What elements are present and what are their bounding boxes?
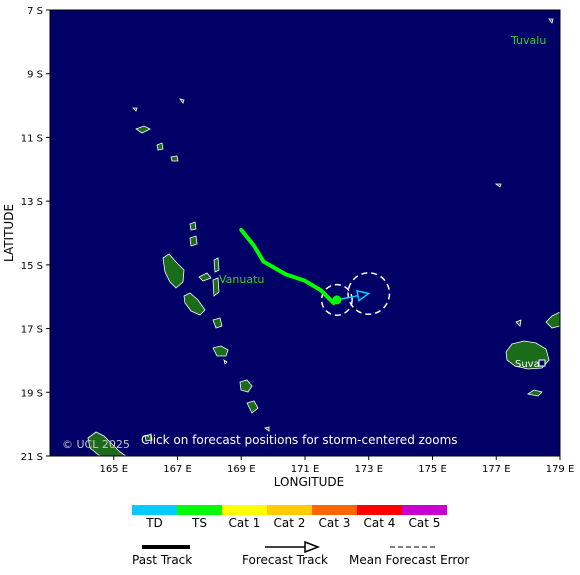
islet [548,18,554,24]
banks-island [189,235,198,247]
fiji-islet [526,389,543,397]
place-label-tuvalu: Tuvalu [510,34,546,47]
latitude-ticks: 7 S 9 S 11 S 13 S 15 S 17 S 19 S 21 S [21,6,50,463]
forecast-arrowhead-icon[interactable] [356,289,371,302]
lon-tick-label: 165 E [99,464,128,475]
click-instructions: Click on forecast positions for storm-ce… [141,433,458,447]
forecast-error-circle[interactable] [320,283,353,316]
lon-tick-label: 167 E [163,464,192,475]
ambae-island [198,272,212,282]
ocean-area[interactable] [50,10,560,456]
santa-cruz-islet [156,142,164,151]
lat-tick-label: 21 S [21,452,43,463]
y-axis-title: LATITUDE [2,204,16,262]
malakula-island [183,292,206,316]
map-frame [49,9,561,457]
lat-tick-label: 19 S [21,388,43,399]
past-track-line [239,227,339,306]
new-caledonia-tip [87,431,128,457]
lon-tick-label: 171 E [291,464,320,475]
lat-tick-label: 11 S [21,133,43,144]
lat-tick-label: 15 S [21,261,43,272]
loyalty-islet [144,433,153,442]
tanna-island [246,400,259,414]
legend-forecast-error: Mean Forecast Error [349,546,469,567]
pentecost-island [212,277,220,297]
islet [264,426,270,432]
category-label: Cat 3 [319,516,351,530]
lon-tick-label: 169 E [227,464,256,475]
category-label: Cat 5 [409,516,441,530]
forecast-track-label: Forecast Track [242,553,328,567]
santa-cruz-islet [170,155,179,162]
category-swatch [132,505,177,515]
copyright-text: © UCL 2025 [62,438,130,451]
category-swatch [402,505,447,515]
forecast-error-label: Mean Forecast Error [349,553,469,567]
maewo-island [213,257,220,273]
category-swatch [222,505,267,515]
lon-tick-label: 173 E [354,464,383,475]
espiritu-santo-island [162,253,185,289]
lat-tick-label: 7 S [27,6,43,17]
lon-tick-label: 177 E [482,464,511,475]
islet [179,98,185,104]
lon-tick-label: 179 E [546,464,575,475]
place-label-vanuatu: Vanuatu [219,273,264,286]
fiji-islet [515,319,522,327]
place-label-suva: Suva [515,359,540,370]
viti-levu-island [505,340,550,370]
category-color-scale: TD TS Cat 1 Cat 2 Cat 3 Cat 4 Cat 5 [132,505,447,530]
x-axis-title: LONGITUDE [274,475,344,489]
epi-island [212,317,223,329]
lat-tick-label: 13 S [21,197,43,208]
category-swatch [357,505,402,515]
category-label: Cat 2 [274,516,306,530]
mean-forecast-error-circles [320,272,391,316]
efate-island [212,345,229,357]
islet [132,107,138,112]
category-label: TS [191,516,207,530]
land-masses [87,18,561,457]
islet [223,359,228,365]
category-label: TD [145,516,163,530]
islet [494,183,502,188]
erromango-island [239,379,253,393]
banks-island [189,221,197,231]
category-swatch [267,505,312,515]
legend-past-track: Past Track [132,545,192,567]
legend-forecast-track: Forecast Track [242,540,328,567]
forecast-arrow-icon [304,540,321,554]
suva-city-marker [538,359,546,367]
category-label: Cat 4 [364,516,396,530]
forecast-error-circle[interactable] [347,272,391,315]
lat-tick-label: 17 S [21,325,43,336]
category-swatch [312,505,357,515]
past-track-label: Past Track [132,553,192,567]
longitude-ticks: 165 E 167 E 169 E 171 E 173 E 175 E 177 E 179 E [99,456,574,475]
santa-cruz-island [135,125,151,134]
lat-tick-label: 9 S [27,70,43,81]
category-swatch [177,505,222,515]
current-position-marker[interactable] [332,295,342,305]
category-label: Cat 1 [229,516,261,530]
lon-tick-label: 175 E [418,464,447,475]
